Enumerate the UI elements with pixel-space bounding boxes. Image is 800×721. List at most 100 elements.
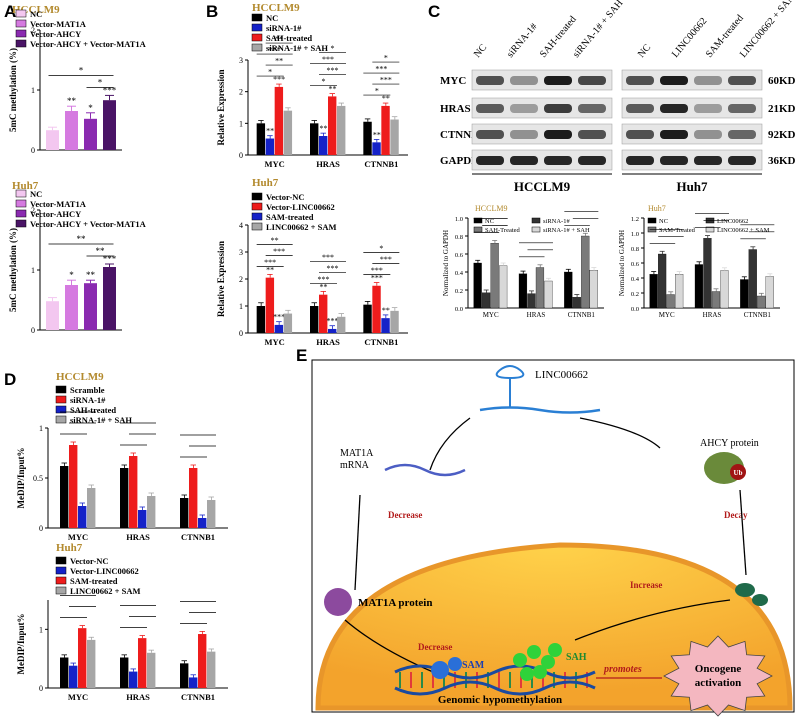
y-tick-label: 2	[31, 26, 35, 35]
legend-swatch	[15, 209, 27, 218]
legend-label: LINC00662 + SAM	[70, 586, 141, 596]
y-tick-label: 2	[31, 206, 35, 215]
y-tick-label: 0.8	[631, 246, 639, 253]
bar	[46, 130, 59, 150]
y-tick-label: 2	[239, 275, 243, 284]
ub-label: Ub	[734, 469, 743, 477]
legend-swatch	[15, 29, 27, 38]
blot-band	[660, 130, 688, 139]
blot-band	[544, 130, 572, 139]
bar	[328, 96, 337, 155]
x-tick-label: HRAS	[126, 532, 150, 542]
chart-d-top: HCCLM9 ScramblesiRNA-1#SAH-treatedsiRNA-1…	[16, 371, 228, 542]
blot-band	[626, 76, 654, 85]
arrow-to-sah	[574, 599, 731, 641]
bar	[60, 657, 69, 688]
bar	[147, 496, 156, 528]
legend-label: LINC00662 + SAM	[266, 222, 337, 232]
chart-b-bottom: Huh7 Vector-NCVector-LINC00662SAM-treated…	[216, 177, 408, 347]
y-tick-label: 0	[39, 524, 43, 533]
bar	[390, 310, 399, 333]
y-tick-label: 1.0	[631, 231, 639, 238]
blot-band	[578, 104, 606, 113]
bar	[265, 138, 275, 155]
bar	[60, 466, 69, 528]
increase-label: Increase	[630, 580, 662, 590]
bar	[84, 118, 97, 150]
legend-swatch	[55, 415, 67, 424]
legend-label: LINC00662	[717, 218, 748, 225]
y-axis-label: Relative Expression	[216, 69, 226, 145]
bar	[189, 677, 198, 688]
blot-band	[476, 156, 504, 165]
ub-icon	[730, 464, 746, 480]
x-tick-label: MYC	[659, 311, 675, 319]
legend-label: siRNA-1# + SAH	[266, 43, 328, 53]
bar	[490, 243, 499, 309]
x-tick-label: HRAS	[316, 159, 340, 169]
y-tick-label: 1	[39, 625, 43, 634]
legend-swatch	[251, 222, 263, 231]
bar	[337, 105, 346, 155]
bracket-label: **	[77, 234, 87, 244]
bar	[381, 105, 390, 155]
genomic-label: Genomic hypomethylation	[438, 694, 562, 706]
size-label: 92KD	[768, 129, 796, 141]
y-tick-label: 0.6	[455, 252, 464, 259]
lane-header: LINC00662 + SAM	[738, 0, 798, 60]
y-tick-label: 1	[31, 266, 35, 275]
chart-a-bottom: Huh7NCVector-MAT1AVector-AHCYVector-AHCY…	[8, 180, 147, 335]
blot-band	[660, 76, 688, 85]
significance-label: ***	[273, 313, 285, 322]
legend-swatch	[647, 217, 657, 224]
legend-label: siRNA-1#	[266, 23, 302, 33]
y-tick-label: 2	[239, 88, 243, 97]
oncogene-label: Oncogene	[695, 663, 742, 675]
significance-label: **	[320, 282, 328, 291]
x-tick-label: HRAS	[703, 311, 722, 319]
legend-label: Vector-AHCY	[30, 209, 81, 219]
significance-label: *	[88, 103, 93, 113]
bar	[649, 274, 658, 309]
legend-swatch	[15, 9, 27, 18]
promotes-label: promotes	[603, 664, 642, 675]
bar	[138, 638, 147, 688]
cell-line-label: Huh7	[12, 180, 39, 192]
bracket-label: ***	[380, 255, 392, 264]
y-tick-label: 1	[39, 424, 43, 433]
legend-label: SAM-treated	[70, 576, 118, 586]
cell-line-label: HCCLM9	[252, 2, 300, 14]
chart-a-top: HCCLM9NCVector-MAT1AVector-AHCYVector-AH…	[8, 4, 147, 155]
decrease-label: Decrease	[388, 510, 422, 520]
bar	[589, 270, 598, 309]
mat1a-protein-icon	[324, 588, 352, 616]
bar	[129, 456, 138, 528]
protein-label: MYC	[440, 75, 466, 87]
bar	[265, 277, 275, 333]
significance-label: **	[320, 124, 328, 133]
linc-rna-icon	[495, 365, 525, 408]
y-tick-label: 0.2	[455, 288, 463, 295]
chart-c-left: HCCLM9 NC siRNA-1# SAH-Treated siRNA-1# + SA…	[442, 204, 604, 319]
legend-label: siRNA-1#	[543, 218, 570, 225]
bar	[544, 280, 553, 309]
blot-band	[476, 130, 504, 139]
fragment-icon	[752, 594, 768, 606]
x-tick-label: MYC	[265, 159, 285, 169]
panel-letter-b: B	[206, 2, 219, 21]
cell-line-label: Huh7	[56, 542, 83, 554]
lane-header: NC	[472, 42, 490, 60]
legend-label: NC	[485, 218, 494, 225]
legend-swatch	[55, 586, 67, 595]
bar	[120, 468, 129, 528]
legend-label: Vector-LINC00662	[266, 202, 335, 212]
bar	[740, 279, 749, 309]
significance-label: ***	[103, 254, 117, 264]
y-tick-label: 0	[39, 684, 43, 693]
panel-letter-d: D	[4, 370, 17, 389]
blot-band	[626, 156, 654, 165]
x-tick-label: MYC	[483, 311, 499, 319]
significance-label: ***	[103, 85, 117, 95]
legend-label: Vector-AHCY + Vector-MAT1A	[30, 39, 147, 49]
bar	[363, 304, 372, 333]
